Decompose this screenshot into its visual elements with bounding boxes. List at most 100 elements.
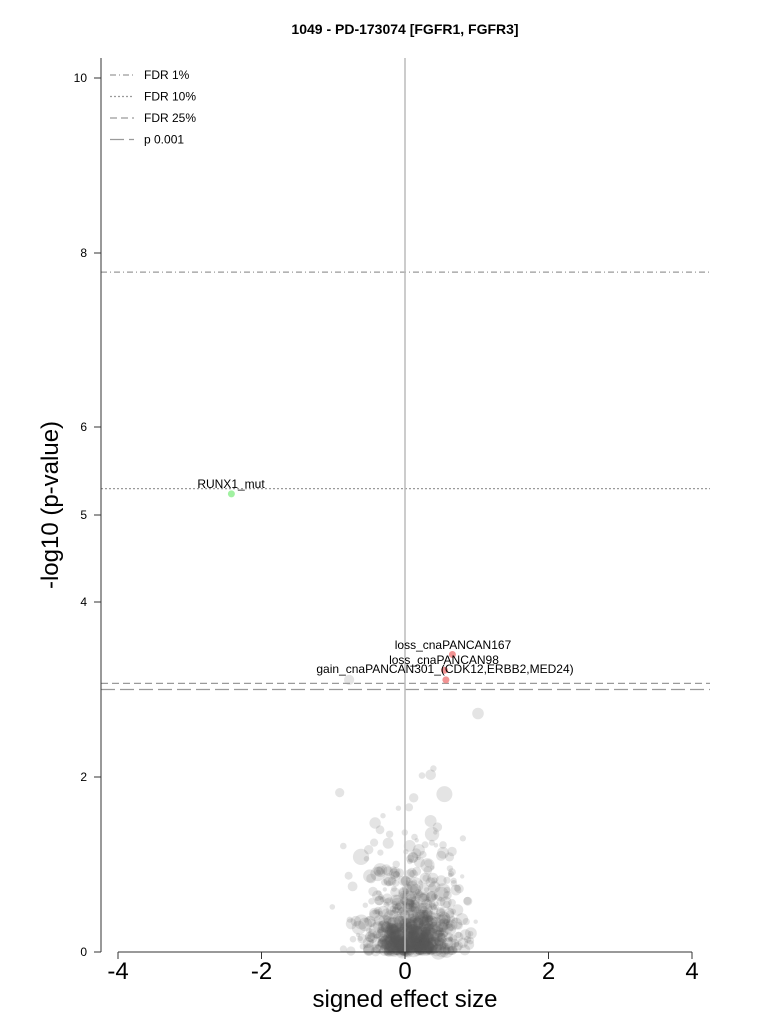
background-point (387, 942, 391, 947)
background-point (426, 918, 438, 929)
background-point (393, 921, 404, 932)
background-point (411, 937, 422, 948)
background-point (398, 946, 403, 951)
background-point (335, 788, 345, 798)
background-point (436, 932, 447, 943)
background-point (436, 914, 446, 925)
background-point (433, 901, 439, 907)
background-point (436, 936, 442, 942)
background-point (448, 872, 453, 878)
background-point (363, 944, 375, 956)
background-point (386, 928, 394, 937)
background-point (403, 898, 414, 909)
background-point (440, 937, 447, 944)
background-point (422, 920, 434, 932)
background-point (407, 851, 419, 863)
background-point (435, 911, 451, 927)
background-point (415, 942, 427, 954)
background-point (367, 928, 377, 938)
background-point (374, 944, 382, 953)
background-point (436, 908, 445, 917)
background-point (394, 902, 406, 914)
background-point (400, 896, 409, 905)
background-point (418, 883, 430, 895)
background-point (387, 949, 392, 954)
point-label: loss_cnaPANCAN167 (395, 638, 512, 652)
background-point (413, 941, 425, 953)
background-point (422, 946, 427, 951)
background-point (454, 884, 464, 894)
background-point (394, 915, 405, 926)
background-point (395, 924, 400, 930)
background-point (399, 925, 405, 931)
background-point (443, 947, 451, 955)
background-point (410, 924, 416, 930)
background-point (418, 913, 429, 925)
background-point (430, 936, 437, 942)
background-point (413, 925, 420, 932)
background-point (426, 936, 443, 954)
background-point (447, 935, 453, 941)
background-point (437, 927, 443, 932)
background-point (450, 884, 462, 896)
background-point (413, 918, 425, 929)
background-point (410, 932, 421, 943)
background-point (425, 946, 432, 953)
background-point (416, 936, 426, 946)
background-point (404, 908, 412, 916)
background-point (362, 902, 368, 908)
background-point (447, 946, 455, 954)
background-point (366, 873, 376, 884)
background-point (378, 914, 392, 928)
background-point (389, 935, 399, 946)
background-point (426, 939, 439, 951)
background-point (393, 915, 408, 930)
background-point (403, 936, 416, 949)
background-point (423, 936, 430, 944)
background-point (408, 941, 414, 947)
background-point (438, 919, 446, 926)
background-point (410, 945, 417, 953)
background-point (393, 938, 402, 947)
background-point (385, 942, 395, 952)
background-point (376, 928, 390, 942)
background-point (403, 877, 413, 887)
background-point (399, 923, 409, 933)
background-point (444, 932, 454, 942)
background-point (383, 866, 393, 876)
background-point (425, 937, 437, 949)
y-tick-label: 10 (74, 71, 88, 85)
background-point (422, 931, 434, 943)
background-point (411, 931, 423, 943)
background-point (378, 894, 384, 900)
background-point (410, 902, 422, 914)
background-point (410, 899, 420, 909)
background-point (436, 897, 446, 907)
background-point (443, 876, 451, 884)
background-point (394, 930, 402, 937)
background-point (390, 929, 407, 946)
background-point (390, 934, 399, 943)
background-point (415, 935, 420, 940)
background-point (395, 934, 407, 946)
background-point (412, 938, 418, 944)
background-point (357, 933, 367, 944)
background-point (421, 841, 429, 849)
background-point (420, 916, 430, 926)
background-point (381, 938, 388, 945)
background-point (405, 918, 410, 923)
background-point (355, 932, 361, 938)
background-point (416, 936, 427, 947)
background-point (406, 932, 414, 939)
x-axis-ticks: -4 -2 0 2 4 (107, 952, 699, 985)
background-point (408, 929, 419, 940)
background-point (389, 929, 397, 937)
background-point (410, 905, 416, 911)
background-point (406, 854, 415, 863)
background-point (446, 865, 454, 872)
background-point (378, 939, 383, 944)
background-point (435, 924, 447, 936)
background-point (417, 930, 424, 937)
background-point (444, 852, 455, 862)
background-point (385, 920, 390, 925)
